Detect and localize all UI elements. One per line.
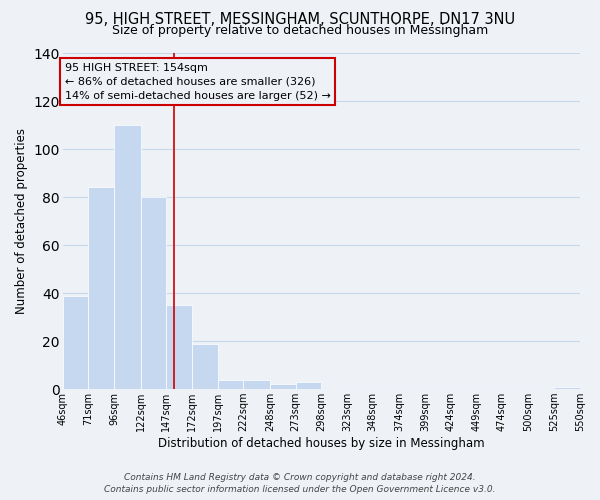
- X-axis label: Distribution of detached houses by size in Messingham: Distribution of detached houses by size …: [158, 437, 485, 450]
- Bar: [296, 382, 322, 389]
- Bar: [554, 387, 580, 389]
- Bar: [88, 188, 114, 389]
- Y-axis label: Number of detached properties: Number of detached properties: [15, 128, 28, 314]
- Bar: [141, 197, 166, 389]
- Text: Size of property relative to detached houses in Messingham: Size of property relative to detached ho…: [112, 24, 488, 37]
- Bar: [63, 296, 88, 389]
- Text: 95, HIGH STREET, MESSINGHAM, SCUNTHORPE, DN17 3NU: 95, HIGH STREET, MESSINGHAM, SCUNTHORPE,…: [85, 12, 515, 28]
- Bar: [114, 125, 141, 389]
- Bar: [192, 344, 218, 389]
- Bar: [244, 380, 270, 389]
- Bar: [166, 305, 192, 389]
- Text: Contains HM Land Registry data © Crown copyright and database right 2024.
Contai: Contains HM Land Registry data © Crown c…: [104, 472, 496, 494]
- Text: 95 HIGH STREET: 154sqm
← 86% of detached houses are smaller (326)
14% of semi-de: 95 HIGH STREET: 154sqm ← 86% of detached…: [65, 62, 331, 100]
- Bar: [270, 384, 296, 389]
- Bar: [218, 380, 244, 389]
